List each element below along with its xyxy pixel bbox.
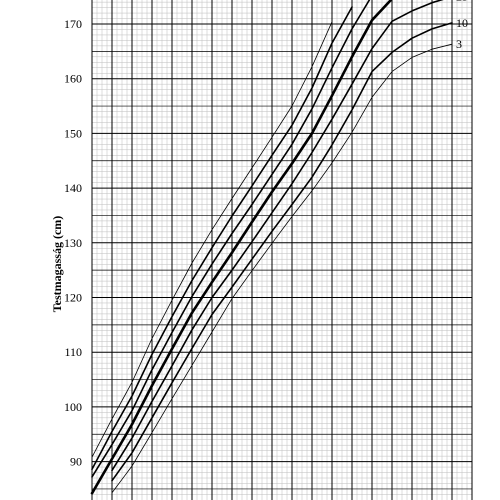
y-axis-ticks: 90 100 110 120 130 140 150 160 170 [64, 17, 82, 469]
y-tick-label: 100 [64, 400, 82, 414]
y-tick-label: 120 [64, 291, 82, 305]
percentile-curve [91, 0, 371, 478]
series-label: 10 [456, 16, 468, 30]
percentile-curve [91, 21, 333, 458]
y-tick-label: 160 [64, 72, 82, 86]
major-grid [91, 0, 473, 500]
y-tick-label: 110 [64, 345, 82, 359]
y-tick-label: 90 [70, 455, 82, 469]
y-tick-label: 150 [64, 126, 82, 140]
percentile-curve [111, 43, 453, 494]
percentile-curve [111, 0, 444, 472]
percentile-curves [90, 0, 453, 495]
series-labels: 3 10 25 [456, 0, 468, 51]
minor-grid [92, 0, 472, 500]
y-tick-label: 130 [64, 236, 82, 250]
y-axis-label: Testmagasság (cm) [50, 216, 64, 313]
series-label: 25 [456, 0, 468, 4]
percentile-curve [91, 6, 353, 471]
percentile-curve [111, 22, 453, 482]
percentile-curve [90, 0, 393, 495]
series-label: 3 [456, 37, 462, 51]
y-tick-label: 170 [64, 17, 82, 31]
y-tick-label: 140 [64, 181, 82, 195]
